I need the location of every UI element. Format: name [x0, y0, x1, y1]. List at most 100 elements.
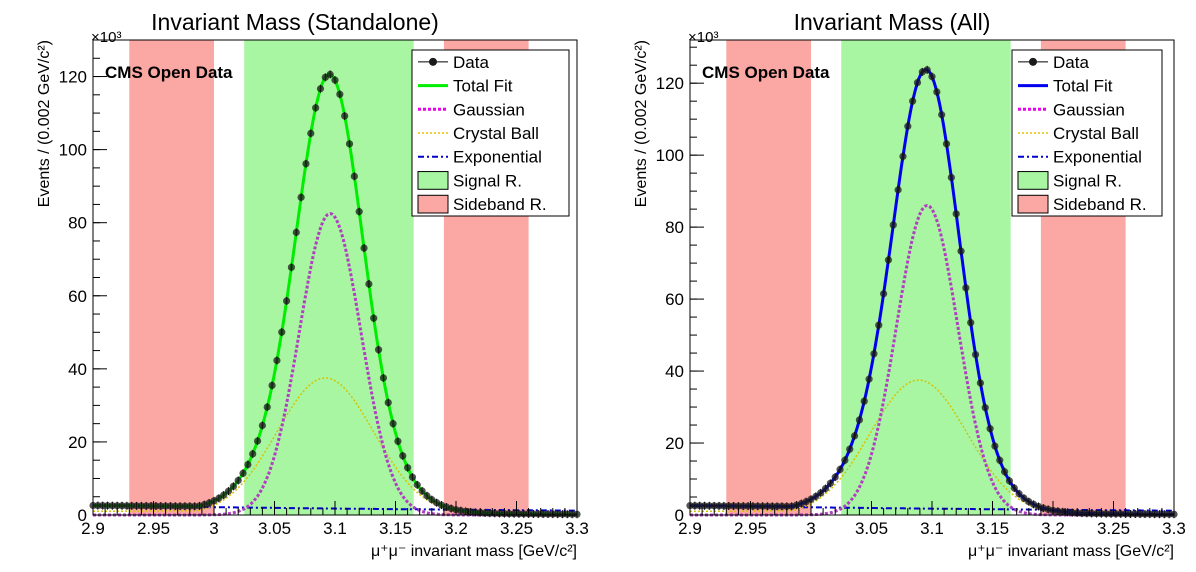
data-point	[234, 476, 242, 485]
x-tick-label: 3.15	[976, 519, 1009, 538]
legend-key-signal-region	[417, 171, 449, 190]
data-point	[268, 381, 276, 390]
legend-key-signal-region	[1017, 171, 1049, 190]
y-tick-label: 20	[68, 433, 87, 452]
signal-region	[841, 40, 1011, 515]
x-tick-label: 3.05	[855, 519, 888, 538]
data-point	[220, 491, 228, 499]
data-point	[909, 97, 917, 105]
data-point	[253, 437, 262, 445]
data-point	[365, 280, 373, 288]
data-point	[855, 416, 864, 424]
y-axis-label: Events / (0.002 GeV/c²)	[633, 40, 650, 207]
data-point	[826, 479, 834, 487]
standalone-panel: 2.9 2.95 3 3.05 3.1 3.15 3.2 3.25 3.3 0 20 40 60 80 10…	[36, 9, 589, 560]
legend-label-gaussian: Gaussian	[1053, 100, 1125, 119]
data-point	[384, 399, 392, 407]
data-point	[967, 319, 975, 327]
data-point	[379, 374, 387, 382]
data-point	[312, 104, 320, 112]
x-tick-label: 3	[806, 519, 815, 538]
data-point	[345, 140, 354, 148]
data-point	[224, 487, 233, 495]
data-point	[884, 256, 893, 264]
data-point	[860, 397, 868, 405]
data-point	[938, 111, 946, 119]
legend-label-gaussian: Gaussian	[453, 100, 525, 119]
data-point	[297, 193, 305, 201]
legend-label-total-fit: Total Fit	[1053, 77, 1113, 96]
sideband-region	[726, 40, 811, 515]
data-point	[947, 173, 955, 182]
y-tick-label: 0	[675, 506, 684, 525]
data-point	[423, 492, 431, 500]
legend-label-exponential: Exponential	[453, 148, 542, 167]
data-point	[307, 129, 315, 137]
data-point	[331, 76, 339, 84]
data-point	[1015, 490, 1023, 498]
data-point	[821, 484, 830, 493]
x-tick-label: 3.25	[1097, 519, 1130, 538]
data-point	[870, 350, 878, 358]
data-point	[1005, 477, 1014, 485]
data-point	[404, 464, 412, 472]
y-tick-label: 100	[59, 141, 87, 160]
data-point	[370, 314, 378, 322]
y-tick-label: 60	[665, 290, 684, 309]
data-point	[374, 346, 383, 354]
data-point	[341, 112, 349, 120]
data-point	[389, 420, 397, 428]
y-tick-label: 80	[665, 218, 684, 237]
y-tick-label: 100	[656, 146, 684, 165]
data-point	[976, 379, 985, 387]
legend-box	[1011, 49, 1163, 217]
x-tick-label: 3.2	[444, 519, 468, 538]
y-tick-label: 80	[68, 214, 87, 233]
data-point	[273, 356, 281, 365]
x-tick-label: 3.15	[379, 519, 412, 538]
legend-label-data: Data	[1053, 53, 1089, 72]
data-point	[986, 425, 994, 433]
data-point	[399, 452, 407, 460]
data-point	[336, 90, 344, 98]
legend-label-data: Data	[453, 53, 489, 72]
all-panel: 2.9 2.95 3 3.05 3.1 3.15 3.2 3.25 3.3 0 20 40 60 80 10…	[633, 9, 1186, 560]
signal-region	[244, 40, 414, 515]
data-point	[360, 244, 368, 252]
legend-label-crystal-ball: Crystal Ball	[1053, 124, 1139, 143]
data-point	[355, 208, 363, 216]
cms-watermark: CMS Open Data	[702, 63, 830, 82]
data-point	[957, 247, 965, 255]
data-point	[875, 321, 883, 329]
y-exponent-label: ×10³	[91, 29, 121, 46]
legend-label-sideband-region: Sideband R.	[1053, 195, 1147, 214]
data-point	[899, 152, 907, 161]
data-point	[846, 445, 854, 453]
x-tick-label: 3	[209, 519, 218, 538]
x-tick-label: 3.2	[1041, 519, 1065, 538]
data-point	[418, 487, 426, 495]
x-tick-label: 3.25	[500, 519, 533, 538]
data-point	[923, 66, 931, 74]
legend-label-sideband-region: Sideband R.	[453, 195, 547, 214]
data-point	[942, 140, 951, 148]
data-point	[239, 469, 247, 477]
x-tick-label: 3.05	[258, 519, 291, 538]
data-point	[229, 482, 237, 490]
data-point	[991, 442, 999, 450]
data-point	[263, 403, 271, 411]
y-tick-label: 120	[656, 74, 684, 93]
data-point	[880, 290, 888, 298]
y-axis-label: Events / (0.002 GeV/c²)	[36, 40, 53, 207]
y-tick-label: 0	[78, 506, 87, 525]
data-point	[1010, 484, 1018, 492]
data-point	[836, 465, 844, 474]
legend-label-crystal-ball: Crystal Ball	[453, 124, 539, 143]
data-point	[913, 78, 922, 87]
data-point	[841, 456, 849, 464]
x-tick-label: 2.9	[81, 519, 105, 538]
data-point	[278, 328, 286, 336]
data-point	[350, 172, 358, 180]
data-point	[971, 350, 980, 359]
chart-title: Invariant Mass (All)	[794, 9, 991, 35]
